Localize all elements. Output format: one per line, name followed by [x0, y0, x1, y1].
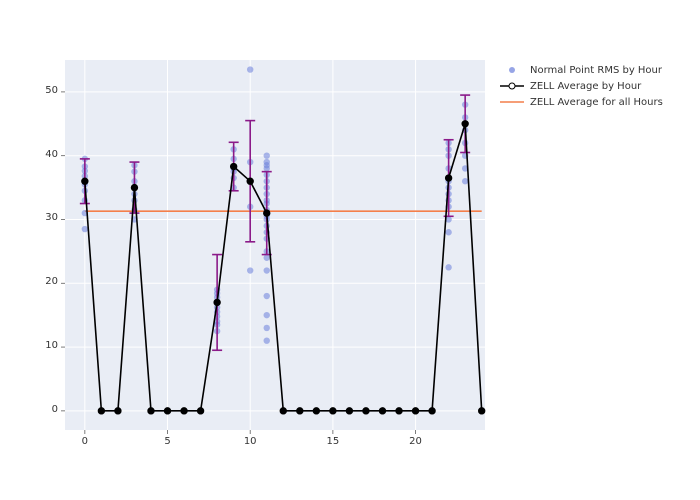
legend-label-0: Normal Point RMS by Hour — [530, 65, 662, 76]
legend-item-line-marker: ZELL Average by Hour — [498, 78, 663, 94]
legend: Normal Point RMS by Hour ZELL Average by… — [498, 62, 663, 110]
scatter-icon — [498, 63, 526, 77]
legend-item-scatter: Normal Point RMS by Hour — [498, 62, 663, 78]
line-icon — [498, 95, 526, 109]
legend-label-1: ZELL Average by Hour — [530, 81, 641, 92]
legend-label-2: ZELL Average for all Hours — [530, 97, 663, 108]
figure: 05101520 01020304050 Normal Point RMS by… — [0, 0, 700, 500]
legend-item-line: ZELL Average for all Hours — [498, 94, 663, 110]
line-marker-icon — [498, 79, 526, 93]
